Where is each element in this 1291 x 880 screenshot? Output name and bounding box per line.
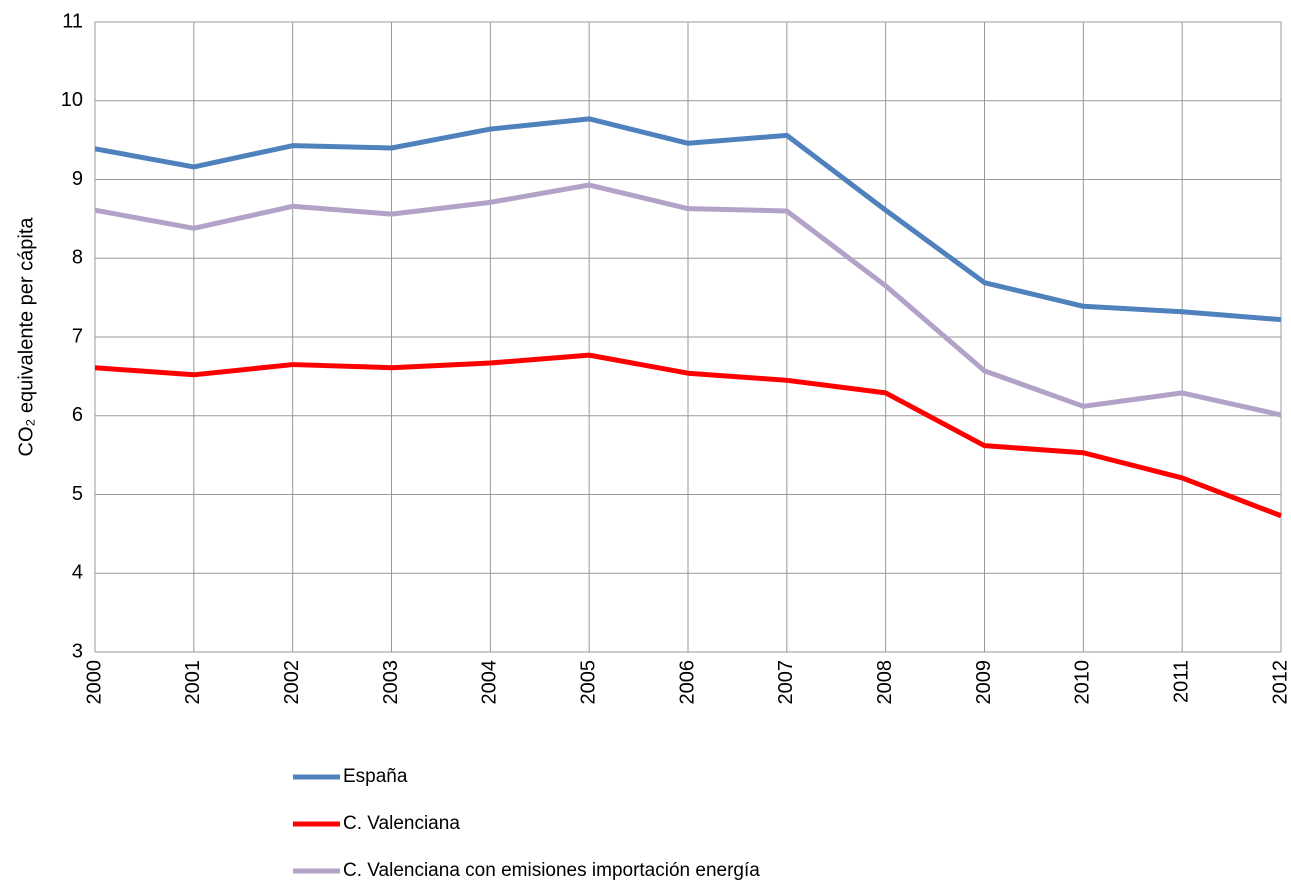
x-tick-label: 2008 <box>874 660 896 705</box>
y-tick-label: 5 <box>72 483 83 505</box>
x-tick-label: 2003 <box>380 660 402 705</box>
x-tick-label: 2002 <box>281 660 303 705</box>
y-tick-label: 9 <box>72 168 83 190</box>
y-tick-label: 10 <box>61 89 83 111</box>
y-tick-label: 6 <box>72 404 83 426</box>
x-tick-label: 2012 <box>1269 660 1291 705</box>
y-tick-label: 8 <box>72 247 83 269</box>
y-tick-label: 4 <box>72 562 83 584</box>
y-axis-label: CO₂ equivalente per cápita <box>15 217 37 457</box>
legend-label: España <box>343 766 408 787</box>
y-tick-label: 7 <box>72 325 83 347</box>
y-tick-label: 3 <box>72 640 83 662</box>
series-line <box>94 182 1282 418</box>
x-tick-label: 2000 <box>83 660 105 705</box>
y-tick-label: 11 <box>62 10 83 32</box>
x-tick-label: 2004 <box>479 660 501 705</box>
series-line <box>94 116 1282 323</box>
x-tick-label: 2005 <box>577 660 599 705</box>
legend-label: C. Valenciana con emisiones importación … <box>343 860 760 880</box>
x-tick-label: 2007 <box>775 660 797 705</box>
x-tick-label: 2011 <box>1170 660 1192 703</box>
series-line <box>94 352 1282 519</box>
x-tick-label: 2006 <box>676 660 698 705</box>
x-tick-label: 2001 <box>182 660 204 705</box>
x-tick-label: 2009 <box>973 660 995 705</box>
legend-label: C. Valenciana <box>343 813 460 834</box>
x-tick-label: 2010 <box>1072 660 1094 705</box>
